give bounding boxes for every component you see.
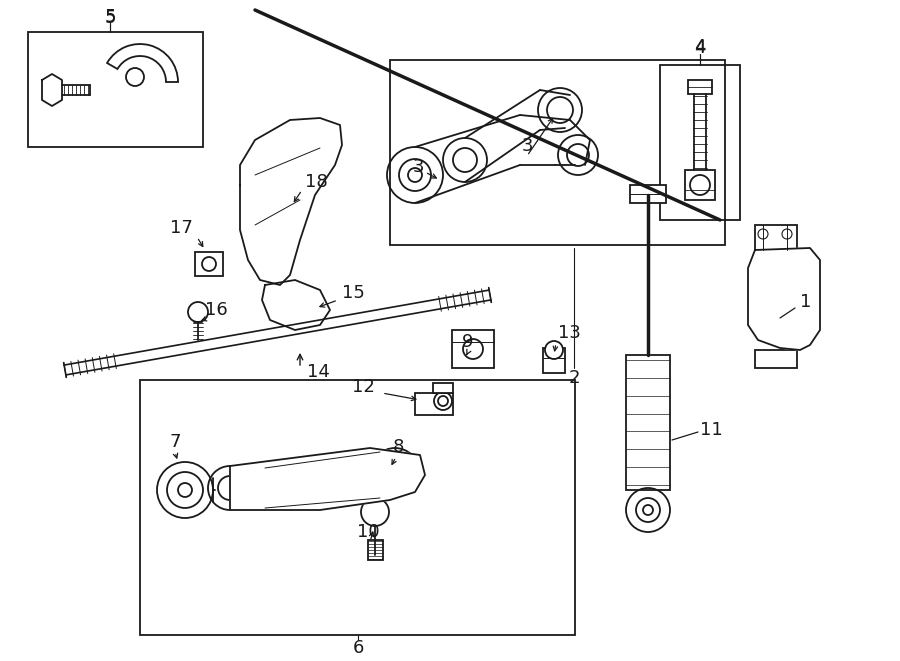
Bar: [195, 252, 223, 276]
Text: 7: 7: [169, 433, 181, 451]
Text: 5: 5: [104, 9, 116, 27]
Text: 14: 14: [307, 363, 329, 381]
Bar: [755, 350, 797, 368]
Text: 9: 9: [463, 333, 473, 351]
Bar: [755, 225, 797, 250]
Text: 11: 11: [700, 421, 723, 439]
Text: 2: 2: [568, 369, 580, 387]
Circle shape: [690, 175, 710, 195]
Polygon shape: [230, 448, 425, 510]
Wedge shape: [107, 44, 178, 82]
Polygon shape: [262, 280, 330, 330]
Circle shape: [202, 257, 216, 271]
Bar: [688, 80, 712, 94]
Circle shape: [126, 68, 144, 86]
Text: 16: 16: [205, 301, 228, 319]
Bar: [626, 355, 670, 490]
Polygon shape: [240, 118, 342, 285]
Text: 6: 6: [352, 639, 364, 657]
Text: 3: 3: [412, 158, 424, 176]
Circle shape: [188, 302, 208, 322]
Text: 13: 13: [558, 324, 580, 342]
Text: 17: 17: [170, 219, 193, 237]
Bar: [140, 380, 575, 635]
Bar: [28, 32, 203, 147]
Text: 3: 3: [521, 137, 533, 155]
Text: 1: 1: [800, 293, 812, 311]
Text: 15: 15: [342, 284, 364, 302]
Bar: [390, 60, 725, 245]
Polygon shape: [42, 74, 62, 106]
Text: 18: 18: [305, 173, 328, 191]
Polygon shape: [748, 248, 820, 350]
Bar: [660, 65, 740, 220]
Bar: [368, 540, 383, 560]
Bar: [433, 383, 453, 393]
Circle shape: [463, 339, 483, 359]
Text: 8: 8: [392, 438, 404, 456]
Bar: [415, 393, 453, 415]
Text: 12: 12: [352, 378, 375, 396]
Circle shape: [545, 341, 563, 359]
Text: 4: 4: [694, 39, 706, 57]
Text: 10: 10: [356, 523, 379, 541]
Bar: [452, 330, 494, 368]
Bar: [543, 348, 565, 373]
Bar: [630, 185, 666, 203]
Text: 4: 4: [694, 38, 706, 56]
Bar: [685, 170, 715, 200]
Text: 5: 5: [104, 8, 116, 26]
